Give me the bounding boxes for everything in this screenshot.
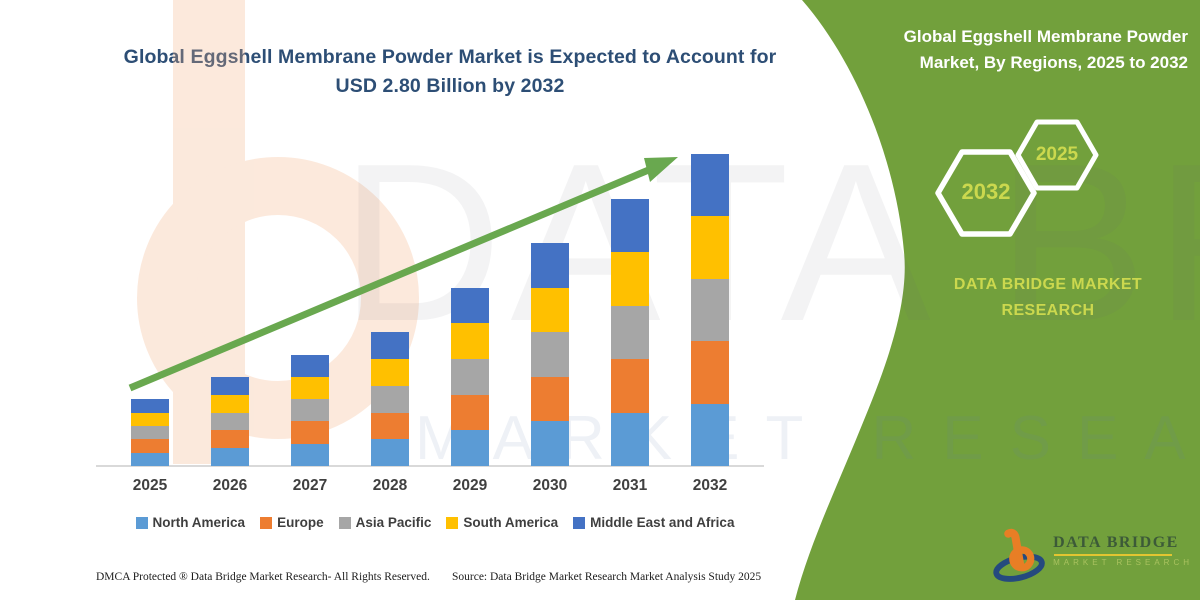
x-axis-label-2025: 2025	[132, 477, 168, 494]
bar-2032-north-america	[691, 403, 729, 466]
brand-name: DATA BRIDGE MARKET RESEARCH	[928, 272, 1168, 324]
legend-item-south-america: South America	[446, 515, 558, 530]
brand-line1: DATA BRIDGE MARKET	[953, 276, 1143, 293]
bar-2031-north-america	[611, 412, 649, 466]
bar-2029-north-america	[451, 430, 489, 466]
data-bridge-logo-icon	[993, 528, 1045, 582]
bar-2026-north-america	[211, 448, 249, 466]
x-axis-label-2027: 2027	[292, 477, 328, 494]
legend-label-asia-pacific: Asia Pacific	[355, 515, 432, 530]
x-axis-label-2029: 2029	[452, 477, 488, 494]
legend-item-europe: Europe	[260, 515, 324, 530]
x-axis-label-2032: 2032	[692, 477, 728, 494]
legend-label-middle-east-and-africa: Middle East and Africa	[590, 515, 735, 530]
legend-item-asia-pacific: Asia Pacific	[338, 515, 432, 530]
legend-label-europe: Europe	[277, 515, 324, 530]
legend-item-middle-east-and-africa: Middle East and Africa	[573, 515, 734, 530]
bar-2028-north-america	[371, 439, 409, 466]
bar-2025-south-america	[131, 412, 169, 426]
bar-2026-europe	[211, 430, 249, 449]
legend-swatch-middle-east-and-africa	[573, 516, 586, 529]
data-bridge-logo: DATA BRIDGE MARKET RESEARCH	[993, 526, 1193, 588]
page-title-line1: Global Eggshell Membrane Powder Market i…	[123, 46, 777, 68]
logo-underline	[1054, 554, 1173, 556]
bar-2032-south-america	[691, 216, 729, 279]
chart-legend: North America Europe Asia Pacific South Ame…	[105, 515, 765, 530]
footer-source: Source: Data Bridge Market Research Mark…	[452, 571, 762, 583]
bar-2028-europe	[371, 412, 409, 440]
logo-name-text: DATA BRIDGE	[1053, 534, 1179, 551]
bar-2027-north-america	[291, 443, 329, 466]
x-axis-label-2026: 2026	[212, 477, 248, 494]
logo-subtitle-text: MARKET RESEARCH	[1053, 558, 1193, 567]
x-axis-label-2031: 2031	[612, 477, 648, 494]
bar-2025-north-america	[131, 452, 169, 466]
legend-swatch-south-america	[446, 516, 459, 529]
x-axis-label-2030: 2030	[532, 477, 568, 494]
bar-2026-south-america	[211, 394, 249, 413]
badge-year-2032: 2032	[961, 179, 1011, 204]
bar-2027-europe	[291, 421, 329, 444]
bar-2026-asia-pacific	[211, 412, 249, 431]
brand-line2: RESEARCH	[1001, 302, 1095, 319]
bar-2032-europe	[691, 341, 729, 404]
page-title-line2: USD 2.80 Billion by 2032	[335, 75, 565, 97]
bar-2032-asia-pacific	[691, 278, 729, 342]
bar-2025-europe	[131, 439, 169, 453]
bar-2032-middle-east-and-africa	[691, 154, 729, 217]
legend-label-south-america: South America	[463, 515, 559, 530]
bar-2025-asia-pacific	[131, 425, 169, 440]
page-title: Global Eggshell Membrane Powder Market i…	[55, 43, 845, 101]
panel-title-line2: Market, By Regions, 2025 to 2032	[919, 53, 1188, 72]
legend-swatch-north-america	[135, 516, 148, 529]
x-axis-line	[96, 465, 764, 467]
legend-swatch-asia-pacific	[338, 516, 351, 529]
legend-swatch-europe	[260, 516, 273, 529]
hexagon-2032	[935, 149, 1037, 237]
bar-2029-europe	[451, 394, 489, 431]
badge-year-2025: 2025	[1035, 144, 1079, 165]
footer-dmca: DMCA Protected ® Data Bridge Market Rese…	[96, 571, 430, 583]
bar-2030-north-america	[531, 421, 569, 466]
bar-2025-middle-east-and-africa	[131, 399, 169, 413]
hexagon-2025	[1015, 119, 1099, 191]
legend-item-north-america: North America	[135, 515, 246, 530]
panel-title-line1: Global Eggshell Membrane Powder	[903, 27, 1188, 46]
x-axis-label-2028: 2028	[372, 477, 408, 494]
panel-title: Global Eggshell Membrane Powder Market, …	[840, 24, 1188, 76]
bar-2027-asia-pacific	[291, 399, 329, 422]
legend-label-north-america: North America	[152, 515, 246, 530]
